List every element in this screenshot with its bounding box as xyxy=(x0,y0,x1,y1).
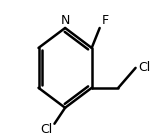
Text: Cl: Cl xyxy=(40,123,53,136)
Text: N: N xyxy=(60,14,70,27)
Text: Cl: Cl xyxy=(138,61,150,74)
Text: F: F xyxy=(101,14,109,27)
